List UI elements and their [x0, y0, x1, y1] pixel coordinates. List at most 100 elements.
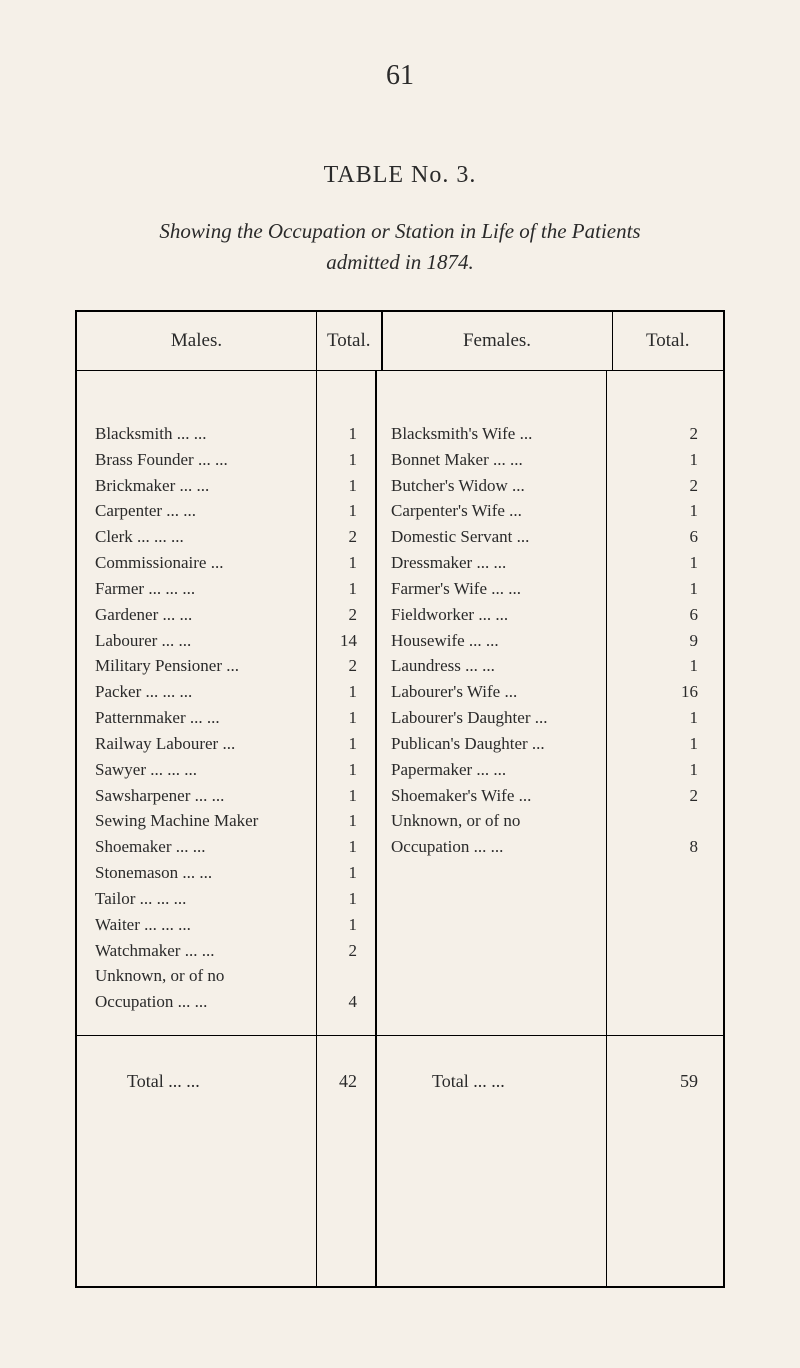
male-occupation-label: Farmer ... ... ... [95, 576, 308, 602]
female-occupation-value: 16 [615, 679, 698, 705]
male-occupation-label: Railway Labourer ... [95, 731, 308, 757]
female-occupation-value: 6 [615, 524, 698, 550]
male-occupation-label: Military Pensioner ... [95, 653, 308, 679]
female-occupation-value: 1 [615, 550, 698, 576]
subtitle-line1: Showing the Occupation or Station in Lif… [75, 219, 725, 244]
male-occupation-label: Sewing Machine Maker [95, 808, 308, 834]
table-header-row: Males. Total. Females. Total. [77, 312, 723, 371]
table-title: TABLE No. 3. [75, 162, 725, 189]
male-occupation-value: 1 [325, 679, 357, 705]
male-occupation-value [325, 963, 357, 989]
female-occupation-label: Bonnet Maker ... ... [391, 447, 598, 473]
female-occupation-label: Unknown, or of no [391, 808, 598, 834]
male-occupation-label: Tailor ... ... ... [95, 886, 308, 912]
male-occupation-label: Packer ... ... ... [95, 679, 308, 705]
page-number: 61 [75, 60, 725, 92]
male-occupation-label: Clerk ... ... ... [95, 524, 308, 550]
male-occupation-value: 1 [325, 421, 357, 447]
male-occupation-label: Unknown, or of no [95, 963, 308, 989]
male-occupation-label: Occupation ... ... [95, 989, 308, 1015]
male-occupation-value: 1 [325, 447, 357, 473]
male-occupation-value: 2 [325, 653, 357, 679]
male-occupation-value: 4 [325, 989, 357, 1015]
female-occupation-label: Carpenter's Wife ... [391, 498, 598, 524]
male-occupation-value: 14 [325, 628, 357, 654]
subtitle-line2: admitted in 1874. [75, 250, 725, 275]
main-table: Males. Total. Females. Total. Blacksmith… [75, 310, 725, 1288]
male-occupation-value: 1 [325, 731, 357, 757]
male-occupation-label: Sawsharpener ... ... [95, 783, 308, 809]
footer-total-value-females: 59 [607, 1036, 723, 1286]
male-occupation-value: 1 [325, 886, 357, 912]
female-occupation-value: 1 [615, 653, 698, 679]
female-occupation-value: 1 [615, 498, 698, 524]
females-occupations-column: Blacksmith's Wife ...Bonnet Maker ... ..… [377, 371, 607, 1035]
header-females: Females. [383, 312, 613, 370]
table-footer-row: Total ... ... 42 Total ... ... 59 [77, 1036, 723, 1286]
male-occupation-label: Patternmaker ... ... [95, 705, 308, 731]
male-occupation-value: 1 [325, 473, 357, 499]
female-occupation-value: 9 [615, 628, 698, 654]
males-totals-column: 1111211214211111111112 4 [317, 371, 377, 1035]
females-totals-column: 2121611691161112 8 [607, 371, 723, 1035]
header-total-males: Total. [317, 312, 383, 370]
male-occupation-label: Carpenter ... ... [95, 498, 308, 524]
female-occupation-label: Housewife ... ... [391, 628, 598, 654]
male-occupation-label: Brickmaker ... ... [95, 473, 308, 499]
female-occupation-label: Papermaker ... ... [391, 757, 598, 783]
male-occupation-value: 1 [325, 550, 357, 576]
male-occupation-label: Commissionaire ... [95, 550, 308, 576]
male-occupation-value: 1 [325, 705, 357, 731]
female-occupation-value: 8 [615, 834, 698, 860]
female-occupation-value: 2 [615, 473, 698, 499]
footer-total-value-males: 42 [317, 1036, 377, 1286]
footer-total-label-males: Total ... ... [77, 1036, 317, 1286]
female-occupation-label: Shoemaker's Wife ... [391, 783, 598, 809]
male-occupation-label: Sawyer ... ... ... [95, 757, 308, 783]
male-occupation-label: Shoemaker ... ... [95, 834, 308, 860]
male-occupation-value: 1 [325, 576, 357, 602]
header-males: Males. [77, 312, 317, 370]
male-occupation-value: 1 [325, 912, 357, 938]
male-occupation-value: 1 [325, 808, 357, 834]
female-occupation-label: Fieldworker ... ... [391, 602, 598, 628]
female-occupation-value: 2 [615, 783, 698, 809]
female-occupation-label: Labourer's Wife ... [391, 679, 598, 705]
male-occupation-value: 2 [325, 524, 357, 550]
female-occupation-label: Farmer's Wife ... ... [391, 576, 598, 602]
male-occupation-label: Blacksmith ... ... [95, 421, 308, 447]
female-occupation-label: Butcher's Widow ... [391, 473, 598, 499]
female-occupation-label: Dressmaker ... ... [391, 550, 598, 576]
male-occupation-label: Gardener ... ... [95, 602, 308, 628]
female-occupation-value: 1 [615, 576, 698, 602]
male-occupation-label: Watchmaker ... ... [95, 938, 308, 964]
female-occupation-value: 1 [615, 731, 698, 757]
male-occupation-value: 1 [325, 783, 357, 809]
male-occupation-label: Stonemason ... ... [95, 860, 308, 886]
male-occupation-value: 1 [325, 860, 357, 886]
female-occupation-value: 2 [615, 421, 698, 447]
female-occupation-value: 1 [615, 705, 698, 731]
female-occupation-label: Domestic Servant ... [391, 524, 598, 550]
male-occupation-value: 1 [325, 757, 357, 783]
female-occupation-value: 1 [615, 757, 698, 783]
male-occupation-value: 2 [325, 602, 357, 628]
female-occupation-value: 1 [615, 447, 698, 473]
male-occupation-value: 1 [325, 498, 357, 524]
female-occupation-label: Laundress ... ... [391, 653, 598, 679]
female-occupation-value [615, 808, 698, 834]
female-occupation-label: Labourer's Daughter ... [391, 705, 598, 731]
male-occupation-label: Brass Founder ... ... [95, 447, 308, 473]
table-body: Blacksmith ... ...Brass Founder ... ...B… [77, 371, 723, 1036]
female-occupation-label: Publican's Daughter ... [391, 731, 598, 757]
males-occupations-column: Blacksmith ... ...Brass Founder ... ...B… [77, 371, 317, 1035]
female-occupation-label: Occupation ... ... [391, 834, 598, 860]
male-occupation-value: 1 [325, 834, 357, 860]
female-occupation-label: Blacksmith's Wife ... [391, 421, 598, 447]
male-occupation-label: Waiter ... ... ... [95, 912, 308, 938]
male-occupation-label: Labourer ... ... [95, 628, 308, 654]
header-total-females: Total. [613, 312, 723, 370]
male-occupation-value: 2 [325, 938, 357, 964]
footer-total-label-females: Total ... ... [377, 1036, 607, 1286]
female-occupation-value: 6 [615, 602, 698, 628]
